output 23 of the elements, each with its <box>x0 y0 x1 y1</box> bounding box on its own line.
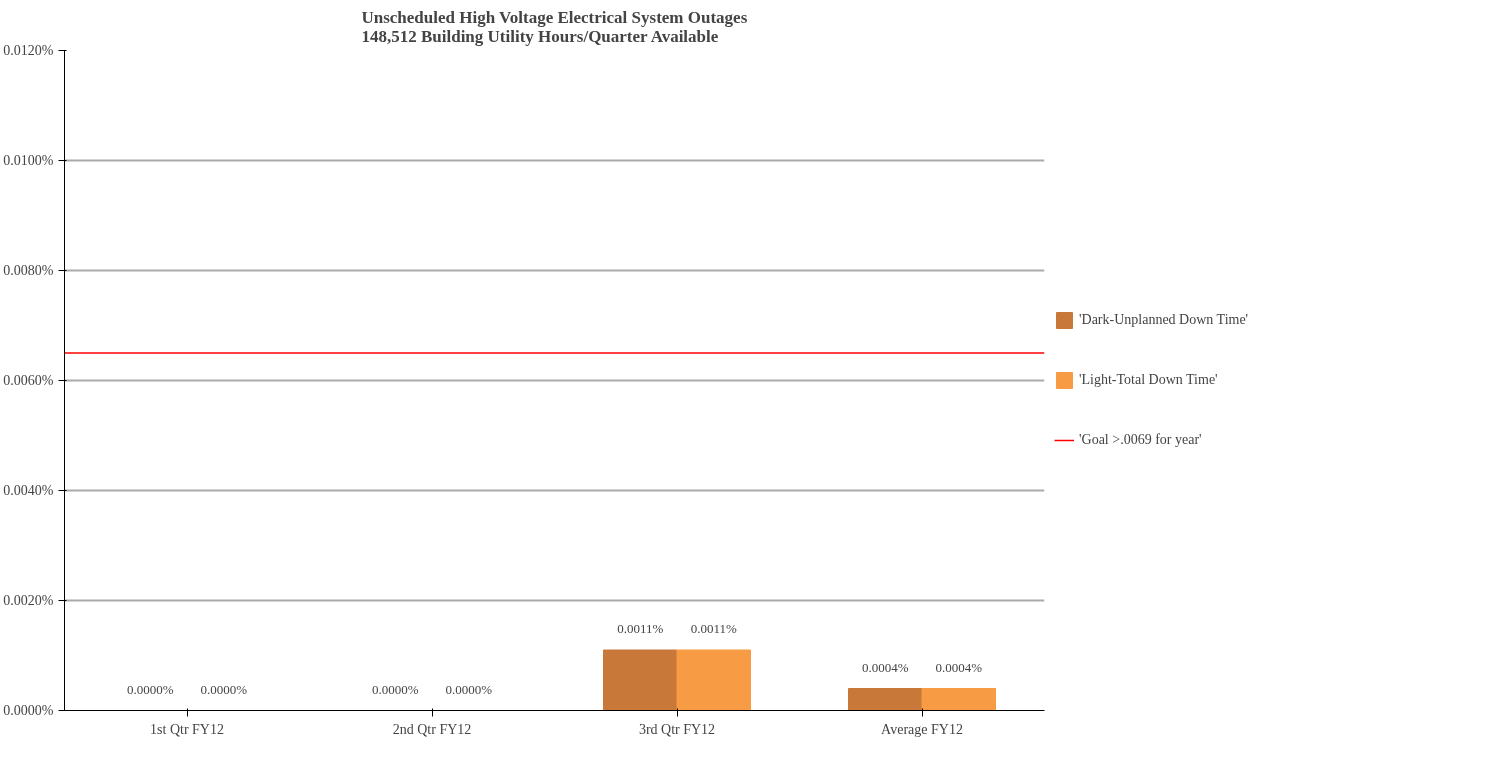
y-tick-label: 0.0100% <box>3 153 54 168</box>
data-label: 0.0011% <box>617 621 664 636</box>
data-label: 0.0004% <box>935 659 983 675</box>
chart-title: Unscheduled High Voltage Electrical System Outages 148,512 Building Utility Hours/Quarter Available <box>361 7 748 46</box>
x-tick-label: 3rd Qtr FY12 <box>638 721 716 737</box>
y-tick-label: 0.0000% <box>3 703 54 718</box>
data-label: 0.0000% <box>126 681 174 697</box>
y-tick-label: 0.0040% <box>3 483 54 498</box>
legend-label: 'Goal >.0069 for year' <box>1079 432 1202 448</box>
data-label: 0.0004% <box>861 659 909 675</box>
data-label: 0.0000% <box>445 681 493 697</box>
y-tick-label: 0.0120% <box>3 43 54 58</box>
x-tick-label: 2nd Qtr FY12 <box>392 721 472 737</box>
data-label: 0.0011% <box>690 621 737 636</box>
legend-label: 'Dark-Unplanned Down Time' <box>1079 312 1249 328</box>
data-label: 0.0000% <box>371 681 419 697</box>
legend-label: 'Light-Total Down Time' <box>1079 372 1218 388</box>
y-tick-label: 0.0060% <box>3 373 54 388</box>
data-label: 0.0000% <box>200 681 248 697</box>
y-tick-label: 0.0020% <box>3 593 54 608</box>
x-tick-label: Average FY12 <box>881 721 963 737</box>
y-tick-label: 0.0080% <box>3 263 54 278</box>
x-tick-label: 1st Qtr FY12 <box>150 721 224 737</box>
